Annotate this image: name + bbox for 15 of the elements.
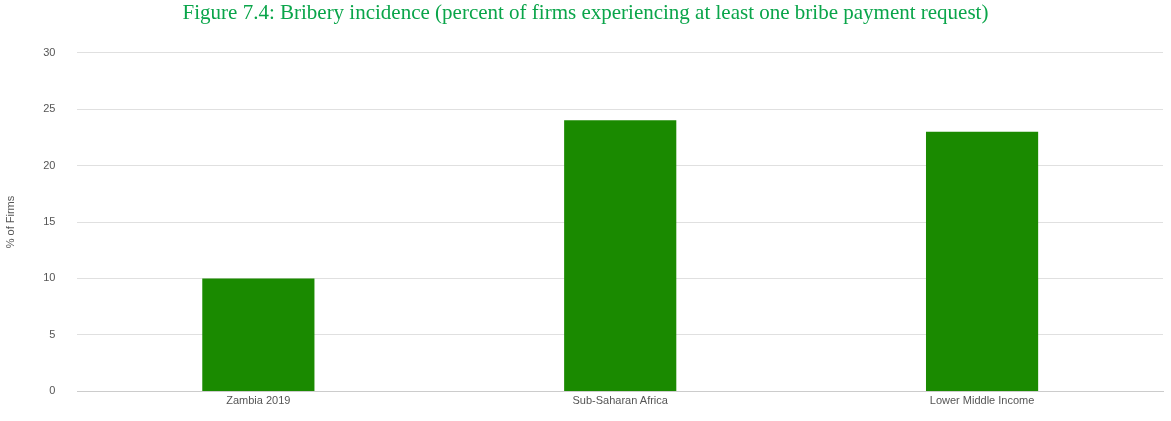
bar: [925, 131, 1039, 391]
y-tick-label: 30: [43, 45, 56, 58]
x-tick-label: Zambia 2019: [226, 394, 291, 407]
y-tick-label: 10: [43, 271, 56, 284]
y-tick-label: 5: [49, 327, 56, 340]
y-tick-label: 25: [43, 102, 56, 115]
y-tick-label: 20: [43, 158, 56, 171]
bar: [564, 120, 677, 391]
y-tick-label: 15: [43, 215, 56, 228]
chart-title: Figure 7.4: Bribery incidence (percent of firms experiencing at least one bribe payment request): [181, 0, 990, 24]
x-tick-label: Sub-Saharan Africa: [572, 394, 669, 407]
x-tick-label: Lower Middle Income: [929, 394, 1035, 407]
y-tick-label: 0: [49, 384, 56, 397]
bar: [202, 278, 315, 391]
y-axis-title: % of Firms: [3, 195, 16, 249]
